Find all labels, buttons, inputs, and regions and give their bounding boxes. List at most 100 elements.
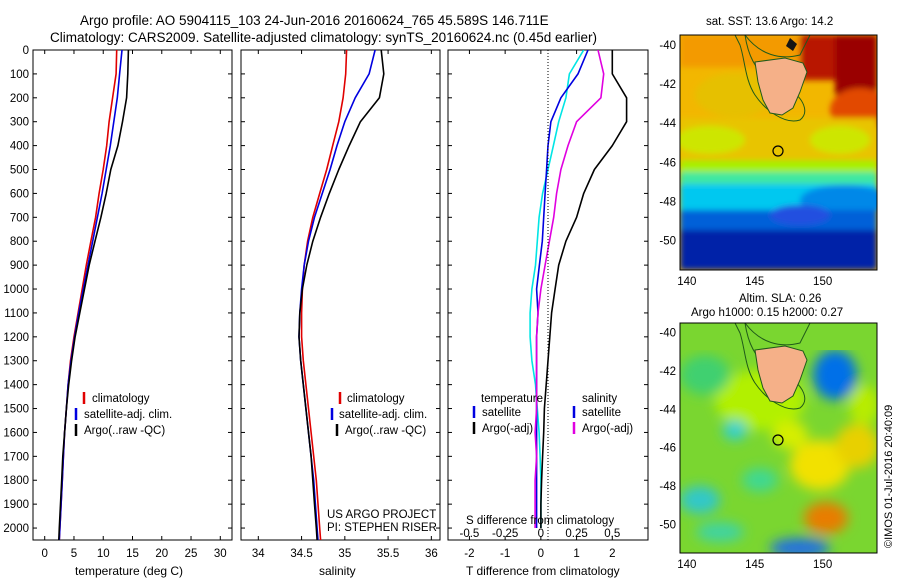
temperature-x-tick-label: 0 [42,548,48,560]
salinity-x-tick-label: 35.5 [377,548,399,560]
salinity-legend-climatology: climatology [347,393,405,405]
salinity-axes [240,49,441,541]
depth-tick-label: 1400 [3,380,29,392]
sst-map-lon-label: 145 [745,276,764,288]
difference-t-x-tick-label: -1 [500,548,510,560]
diff-legend-temperature-title: temperature [481,393,543,405]
sst-map-lon-label: 150 [813,276,832,288]
salinity-lines [298,50,385,540]
depth-tick-label: 900 [10,260,29,272]
sla-map-lon-label: 145 [745,559,764,571]
depth-tick-label: 200 [10,93,29,105]
sla-map-lat-label: -50 [659,519,676,531]
diff-legend-salinity-satellite: satellite [582,407,621,419]
sst-map-lat-label: -44 [659,118,676,130]
temperature-legend-climatology: climatology [92,393,150,405]
difference-series-line-3 [534,50,605,528]
depth-tick-label: 1100 [4,308,29,320]
temperature-lines [58,50,130,540]
project-credit: US ARGO PROJECT [327,509,436,521]
depth-tick-label: 1600 [3,427,29,439]
difference-s-x-tick-label: 0.25 [565,528,587,540]
sla-map-lat-label: -44 [659,404,676,416]
sst-map-argo-marker [772,145,784,157]
depth-tick-label: 1000 [3,284,29,296]
difference-top-xlabel: S difference from climatology [466,515,614,527]
difference-s-x-tick-label: -0.25 [492,528,518,540]
temperature-x-tick-label: 5 [71,548,77,560]
depth-tick-label: 1700 [3,451,29,463]
sst-map-frame [679,34,878,271]
sla-map-lat-label: -48 [659,481,676,493]
diff-legend-salinity-title: salinity [582,393,617,405]
difference-lines [529,50,628,528]
sst-map-lat-label: -46 [659,157,676,169]
temperature-x-tick-label: 15 [126,548,139,560]
depth-tick-label: 400 [10,141,29,153]
header-line-1: Argo profile: AO 5904115_103 24-Jun-2016… [80,13,549,28]
difference-t-x-tick-label: 1 [573,548,579,560]
salinity-x-tick-label: 36 [425,548,438,560]
depth-tick-label: 1500 [3,404,29,416]
sst-map-lat-label: -40 [659,40,676,52]
sst-map-title: sat. SST: 13.6 Argo: 14.2 [706,16,833,28]
sla-map-frame [679,322,878,554]
temperature-x-tick-label: 10 [97,548,110,560]
salinity-x-tick-label: 34 [252,548,265,560]
difference-series-line-1 [540,50,628,528]
difference-xlabel: T difference from climatology [466,564,620,578]
temperature-legend: climatology satellite-adj. clim. Argo(..… [74,392,172,437]
depth-tick-label: 800 [10,236,29,248]
diff-legend-temperature-argo: Argo(-adj) [482,423,533,435]
salinity-xlabel: salinity [319,564,356,578]
difference-s-x-tick-label: 0 [538,528,544,540]
salinity-legend-satellite: satellite-adj. clim. [339,409,427,421]
difference-legend: temperature satellite Argo(-adj) salinit… [472,393,633,435]
temperature-x-tick-label: 30 [214,548,227,560]
sla-map-argo-marker [772,434,784,446]
salinity-series-line-2 [298,50,385,540]
sla-map-lat-label: -42 [659,366,676,378]
sst-map-lon-label: 140 [677,276,696,288]
depth-tick-label: 1900 [3,499,29,511]
difference-t-x-tick-label: -2 [464,548,474,560]
salinity-x-tick-label: 34.5 [290,548,312,560]
salinity-legend-argo: Argo(..raw -QC) [345,425,426,437]
depth-tick-label: 700 [10,212,29,224]
depth-tick-label: 1300 [3,356,29,368]
sla-map [680,323,877,553]
temperature-series-line-2 [58,50,130,540]
diff-legend-salinity-argo: Argo(-adj) [582,423,633,435]
depth-tick-label: 1200 [3,332,29,344]
sst-map [680,35,877,270]
difference-t-x-tick-label: 0 [538,548,544,560]
difference-s-x-tick-label: -0.5 [460,528,480,540]
axis-ticks-layer: 0100200300400500600700800900100011001200… [3,40,832,571]
salinity-x-tick-label: 35 [338,548,351,560]
depth-tick-label: 0 [23,45,29,57]
depth-tick-label: 2000 [3,523,29,535]
salinity-legend: climatology satellite-adj. clim. Argo(..… [330,392,427,437]
depth-tick-label: 100 [10,69,29,81]
temperature-legend-satellite: satellite-adj. clim. [84,409,172,421]
temperature-axes [32,49,233,541]
difference-t-x-tick-label: 2 [609,548,615,560]
difference-axes [447,49,649,541]
sla-map-lon-label: 150 [813,559,832,571]
sst-map-lat-label: -42 [659,79,676,91]
difference-s-x-tick-label: 0.5 [604,528,620,540]
sst-map-lat-label: -50 [659,236,676,248]
depth-tick-label: 300 [10,117,29,129]
diff-legend-temperature-satellite: satellite [482,407,521,419]
temperature-legend-argo: Argo(..raw -QC) [84,425,165,437]
pi-credit: PI: STEPHEN RISER [327,522,437,534]
sla-map-lat-label: -40 [659,328,676,340]
depth-tick-label: 1800 [3,475,29,487]
temperature-x-tick-label: 25 [185,548,198,560]
salinity-series-line-0 [300,50,348,540]
sla-map-lat-label: -46 [659,443,676,455]
temperature-x-tick-label: 20 [155,548,168,560]
sla-map-subtitle: Argo h1000: 0.15 h2000: 0.27 [691,307,843,319]
temperature-xlabel: temperature (deg C) [75,564,183,578]
